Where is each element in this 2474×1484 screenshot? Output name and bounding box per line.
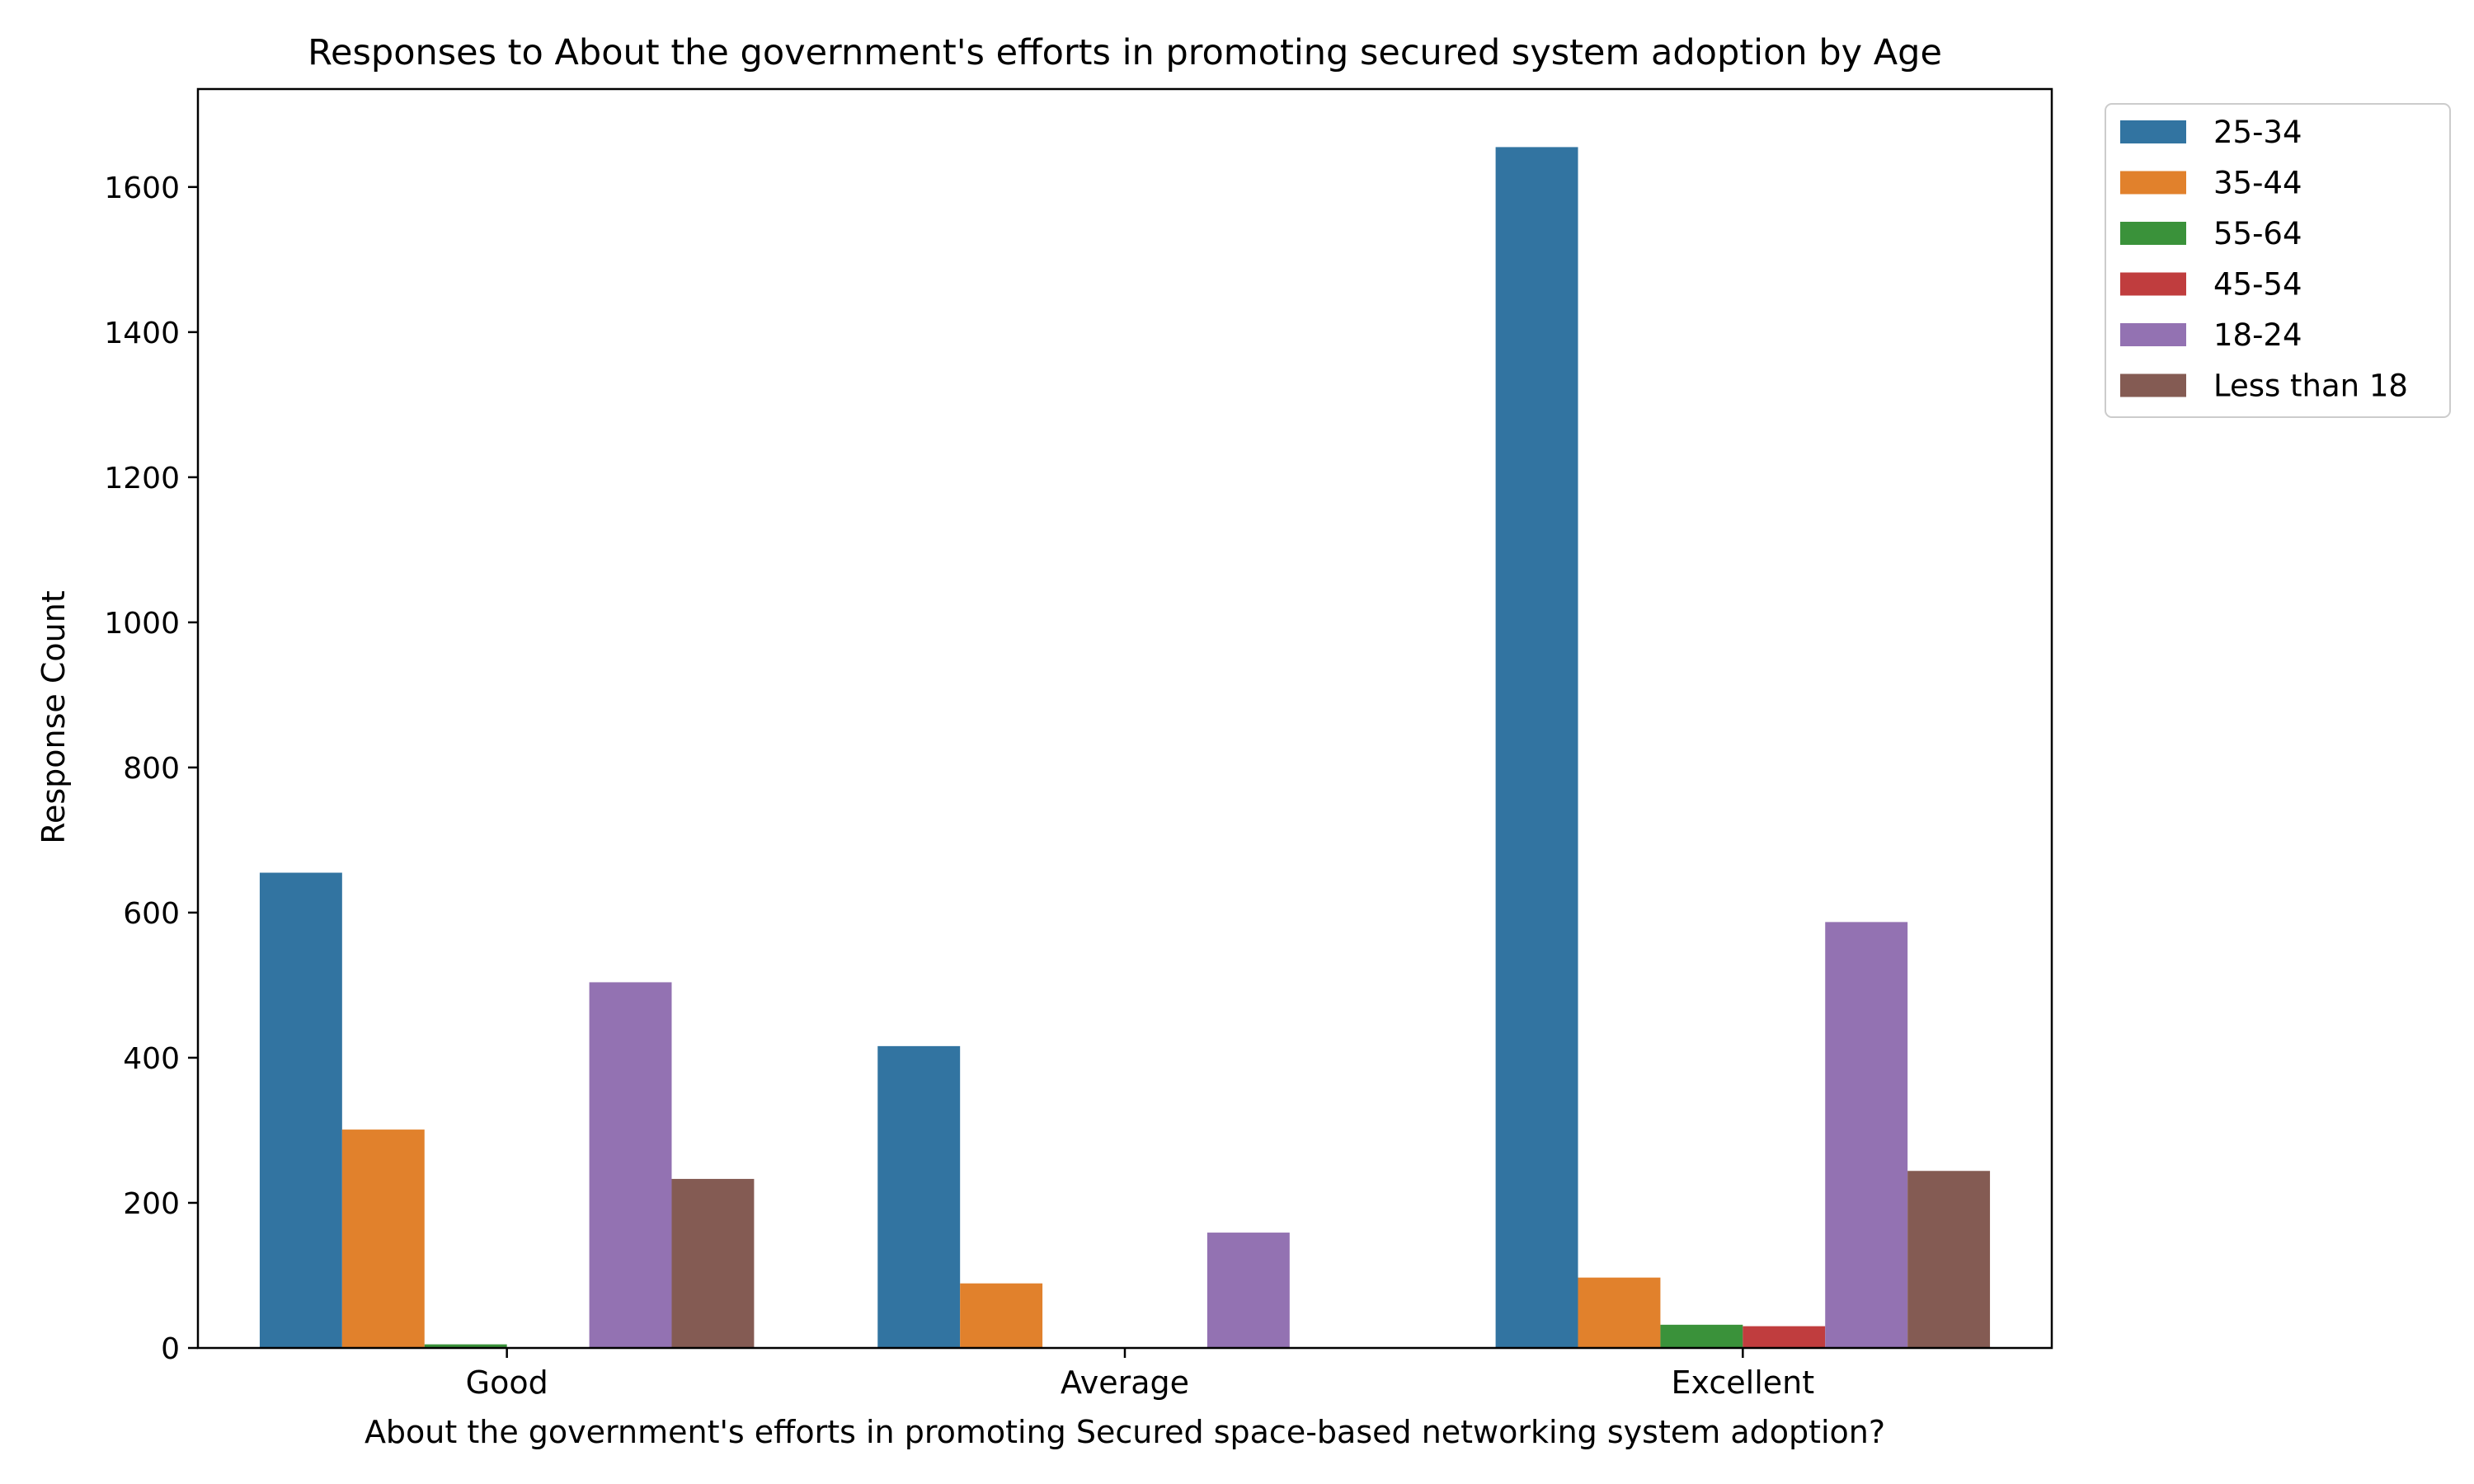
bar-35-44-good [341,1129,425,1348]
y-tick-label: 1600 [104,171,180,205]
legend-swatch [2120,171,2186,195]
bar-35-44-average [960,1283,1043,1348]
bar-55-64-excellent [1660,1324,1743,1348]
legend-item: 45-54 [2120,267,2302,303]
legend-item: 35-44 [2120,166,2302,201]
bar-18-24-average [1206,1233,1290,1348]
y-tick-label: 800 [123,752,180,786]
legend-label: Less than 18 [2213,369,2408,404]
legend-item: Less than 18 [2120,369,2408,404]
bar-18-24-excellent [1825,922,1908,1348]
y-tick-label: 400 [123,1042,180,1076]
legend-item: 18-24 [2120,317,2302,353]
y-axis-label: Response Count [35,590,72,843]
bar-18-24-good [589,982,672,1348]
y-tick-label: 1000 [104,607,180,641]
plot-frame [196,87,2053,1350]
legend-swatch [2120,272,2186,296]
legend-frame [2105,103,2451,418]
bars-layer [259,147,1991,1349]
bar-35-44-excellent [1578,1277,1661,1348]
bar-45-54-excellent [1743,1326,1826,1348]
legend-label: 35-44 [2213,166,2302,201]
y-tick-label: 1200 [104,462,180,495]
legend-label: 55-64 [2213,216,2302,251]
bar-25-34-average [877,1045,961,1348]
x-axis-label: About the government's efforts in promot… [365,1414,1885,1450]
legend-label: 25-34 [2213,115,2302,150]
x-tick-label: Good [466,1364,548,1401]
legend-label: 45-54 [2213,267,2302,303]
bar-55-64-good [424,1344,507,1348]
chart-title: Responses to About the government's effo… [308,32,1942,73]
legend-swatch [2120,222,2186,245]
y-tick-label: 600 [123,897,180,931]
bar-25-34-excellent [1495,147,1578,1349]
x-tick-label: Average [1061,1364,1189,1401]
y-tick-layer: 0 200 400 600 800 1000 1200 1400 1600 [104,171,198,1366]
legend-item: 25-34 [2120,115,2302,150]
x-tick-layer: Good Average Excellent [466,1348,1815,1401]
bar-25-34-good [259,872,342,1348]
legend-item: 55-64 [2120,216,2302,251]
legend-swatch [2120,120,2186,143]
bar-less-than-18-good [671,1178,755,1348]
y-tick-label: 1400 [104,317,180,350]
y-tick-label: 0 [161,1332,180,1366]
legend-label: 18-24 [2213,317,2302,353]
x-tick-label: Excellent [1672,1364,1815,1401]
legend: 25-34 35-44 55-64 45-54 18-24 Less than 18 [2105,103,2451,418]
y-tick-label: 200 [123,1187,180,1221]
legend-swatch [2120,373,2186,397]
legend-swatch [2120,323,2186,346]
bar-less-than-18-excellent [1907,1171,1991,1348]
